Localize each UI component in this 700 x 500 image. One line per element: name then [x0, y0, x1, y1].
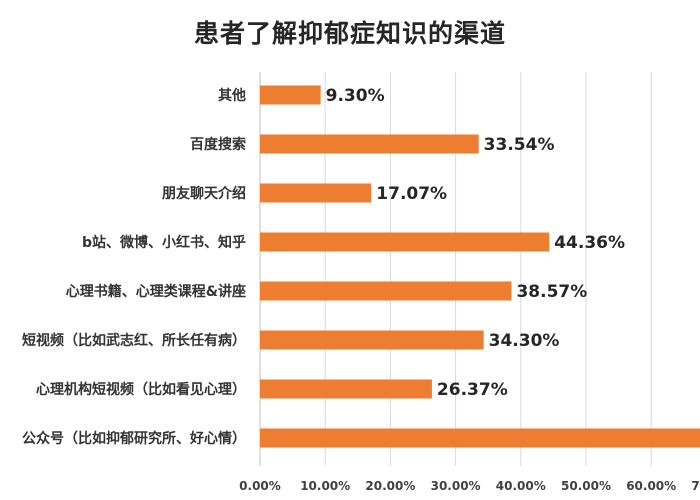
value-label: 17.07% [376, 184, 447, 204]
bar [260, 183, 372, 203]
x-tick-label: 20.00% [365, 479, 415, 493]
x-tick-label: 10.00% [300, 479, 350, 493]
category-label: 心理书籍、心理类课程&讲座 [66, 283, 246, 300]
category-label: 心理机构短视频（比如看见心理） [36, 381, 246, 398]
value-label: 26.37% [437, 380, 508, 400]
x-tick-label: 0.00% [239, 479, 281, 493]
bar [260, 134, 479, 154]
value-label: 34.30% [489, 331, 560, 351]
bar [260, 85, 321, 105]
value-label: 44.36% [554, 233, 625, 253]
category-label: 朋友聊天介绍 [161, 185, 246, 202]
x-tick-label: 60.00% [626, 479, 676, 493]
category-label: 其他 [218, 87, 246, 104]
value-label: 9.30% [326, 86, 385, 106]
category-label: b站、微博、小红书、知乎 [82, 234, 246, 251]
x-tick-label: 50.00% [561, 479, 611, 493]
bar [260, 232, 550, 252]
bar [260, 428, 700, 448]
x-tick-label: 40.00% [496, 479, 546, 493]
bar [260, 379, 432, 399]
category-label: 公众号（比如抑郁研究所、好心情） [22, 430, 246, 447]
chart-title: 患者了解抑郁症知识的渠道 [193, 19, 506, 48]
value-label: 33.54% [484, 135, 555, 155]
category-label: 短视频（比如武志红、所长任有病） [22, 332, 246, 349]
x-tick-label: 70.00% [691, 479, 700, 493]
value-label: 38.57% [516, 282, 587, 302]
bar [260, 330, 484, 350]
bar [260, 281, 512, 301]
category-label: 百度搜索 [190, 136, 246, 153]
x-tick-label: 30.00% [431, 479, 481, 493]
